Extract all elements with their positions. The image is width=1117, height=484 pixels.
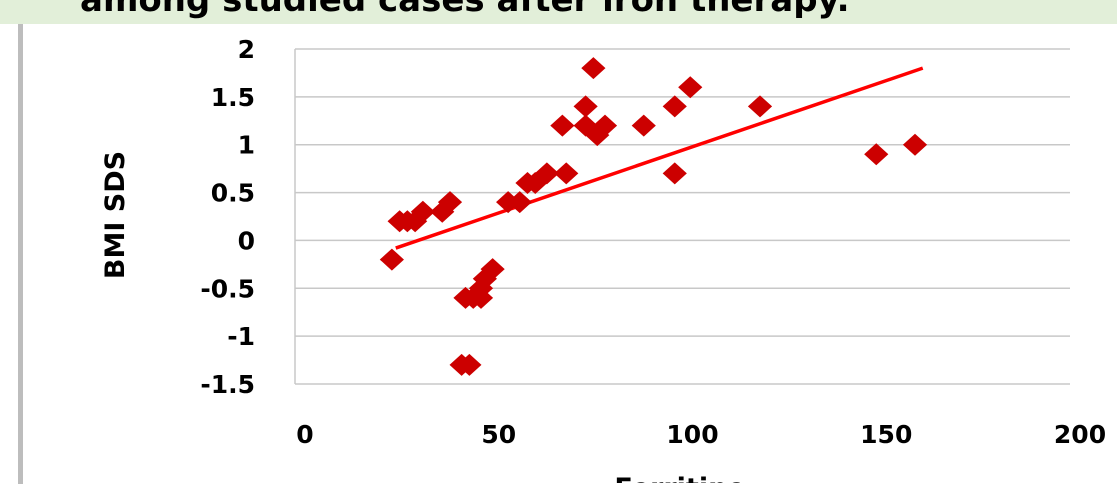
y-tick-label: 0 [238,226,255,255]
y-tick-label: -0.5 [200,274,255,303]
data-point [662,162,687,185]
data-point [554,162,579,185]
data-point [534,162,559,185]
data-point [747,95,773,118]
x-axis-title: Ferritine [614,473,745,483]
data-point [507,191,532,214]
data-point [480,258,505,281]
grid-lines [294,48,1070,385]
data-point [631,114,656,137]
data-point [662,95,687,118]
tick-labels: 2 1.5 1 0.5 0 -0.5 -1 -1.5 0 50 100 150 200 [200,35,1106,449]
data-point [592,114,618,137]
data-point [437,191,463,214]
data-point [457,353,482,376]
data-point [678,76,703,99]
y-tick-label: 0.5 [211,179,255,208]
title-banner: among studied cases after iron therapy. [0,0,1117,24]
y-tick-label: 1.5 [211,83,255,112]
x-tick-label: 200 [1054,420,1106,449]
data-point [864,143,889,166]
data-points [379,57,928,376]
y-tick-label: -1.5 [200,370,255,399]
y-tick-label: 1 [238,131,255,160]
title-banner-text: among studied cases after iron therapy. [80,0,850,20]
data-point [581,57,606,80]
trendline-layer [395,66,924,250]
x-tick-label: 50 [481,420,516,449]
trendline [395,66,924,250]
y-tick-label: 2 [238,35,255,64]
data-point [379,248,404,271]
left-border [18,24,23,484]
data-point [585,124,610,147]
data-point [550,114,575,137]
x-tick-label: 100 [666,420,718,449]
x-tick-label: 0 [296,420,313,449]
data-point [410,200,435,223]
data-point [902,133,928,156]
y-axis-title: BMI SDS [100,151,131,279]
x-tick-label: 150 [860,420,912,449]
data-point [573,95,598,118]
y-tick-label: -1 [227,322,255,351]
